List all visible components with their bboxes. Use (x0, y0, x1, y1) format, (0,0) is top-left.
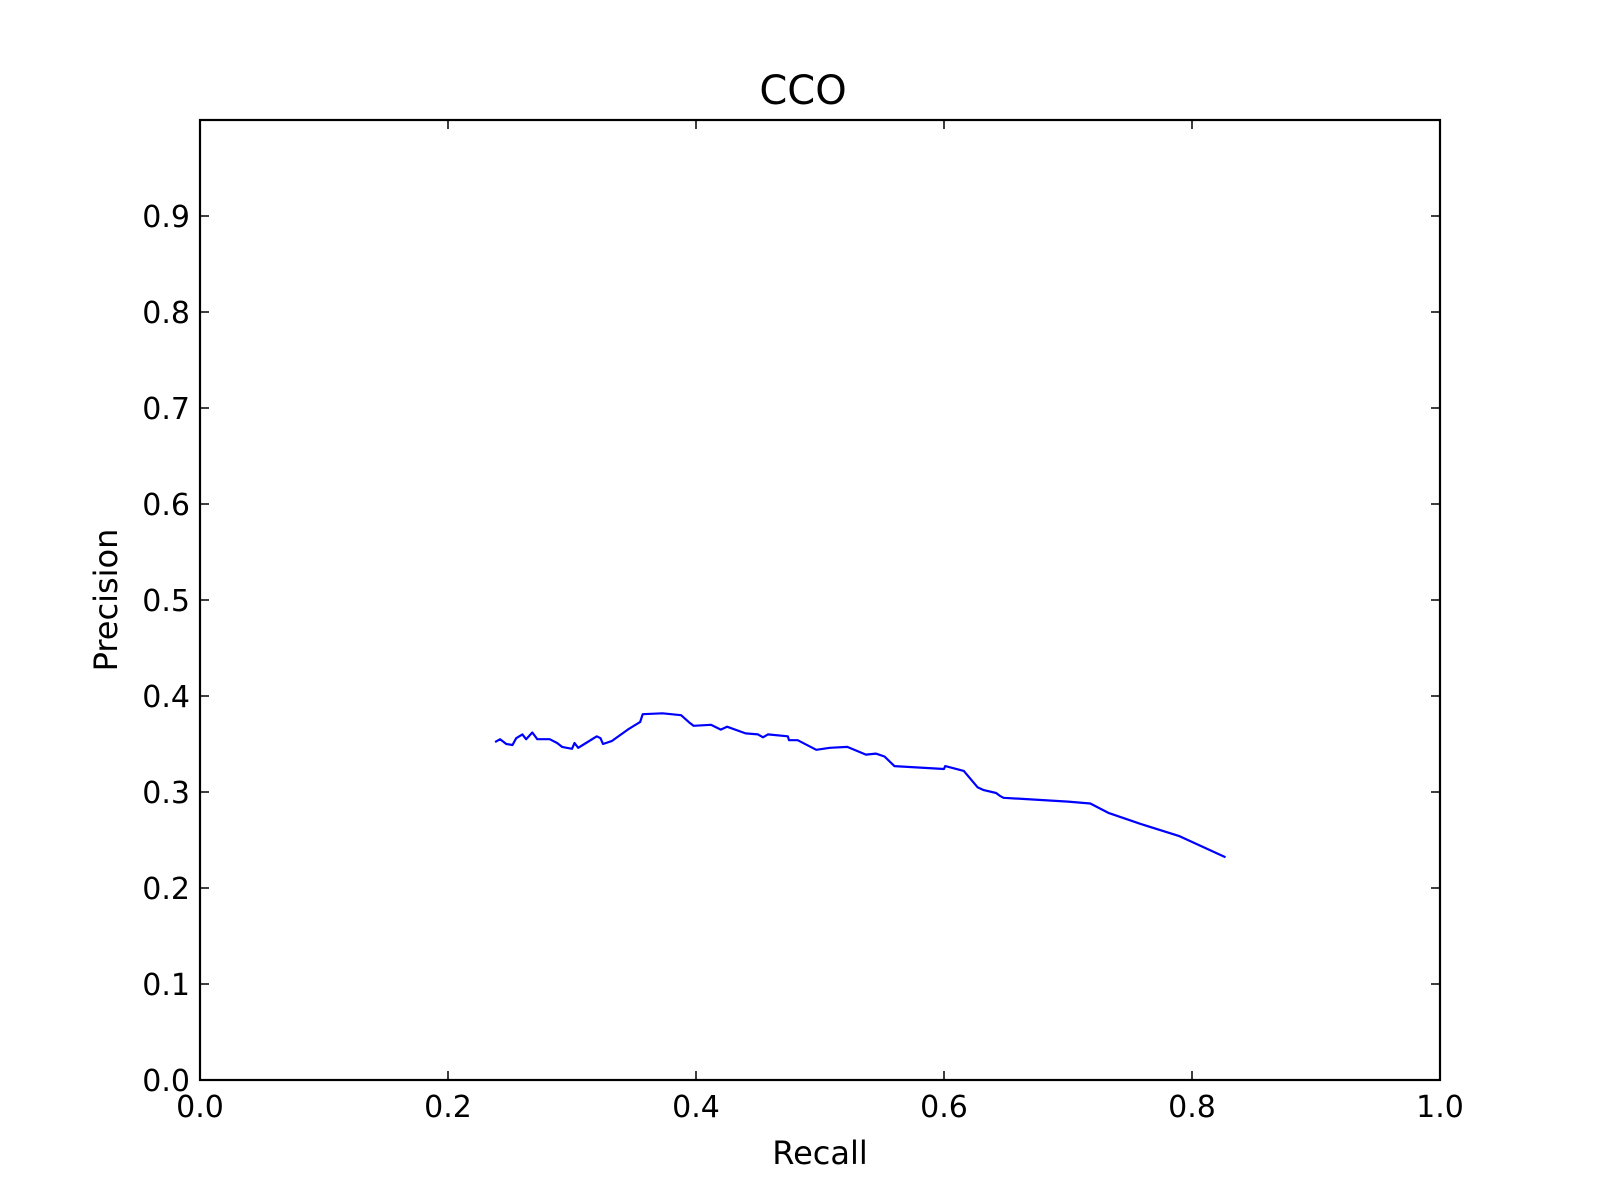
y-tick-label-3: 0.3 (142, 776, 190, 811)
x-axis-title: Recall (772, 1134, 867, 1172)
x-tick-label-1: 0.2 (424, 1090, 472, 1125)
y-tick-label-9: 0.9 (142, 200, 190, 235)
y-tick-label-1: 0.1 (142, 968, 190, 1003)
y-tick-label-0: 0.0 (142, 1064, 190, 1099)
series-line-0 (494, 712, 1226, 859)
x-tick-label-3: 0.6 (920, 1090, 968, 1125)
y-tick-label-6: 0.6 (142, 488, 190, 523)
y-tick-label-4: 0.4 (142, 680, 190, 715)
chart-title: CCO (759, 68, 846, 114)
series-group (494, 712, 1226, 859)
x-axis-ticks (199, 120, 1441, 1080)
x-tick-label-2: 0.4 (672, 1090, 720, 1125)
y-axis-title: Precision (87, 529, 125, 672)
y-tick-label-8: 0.8 (142, 296, 190, 331)
y-axis-ticks (200, 215, 1440, 1081)
y-tick-label-7: 0.7 (142, 392, 190, 427)
x-tick-label-0: 0.0 (176, 1090, 224, 1125)
y-tick-label-5: 0.5 (142, 584, 190, 619)
x-axis-tick-labels: 0.0 0.2 0.4 0.6 0.8 1.0 (176, 1090, 1464, 1125)
y-tick-label-2: 0.2 (142, 872, 190, 907)
x-tick-label-4: 0.8 (1168, 1090, 1216, 1125)
y-axis-tick-labels: 0.0 0.1 0.2 0.3 0.4 0.5 0.6 0.7 0.8 0.9 (142, 200, 190, 1099)
x-tick-label-5: 1.0 (1416, 1090, 1464, 1125)
